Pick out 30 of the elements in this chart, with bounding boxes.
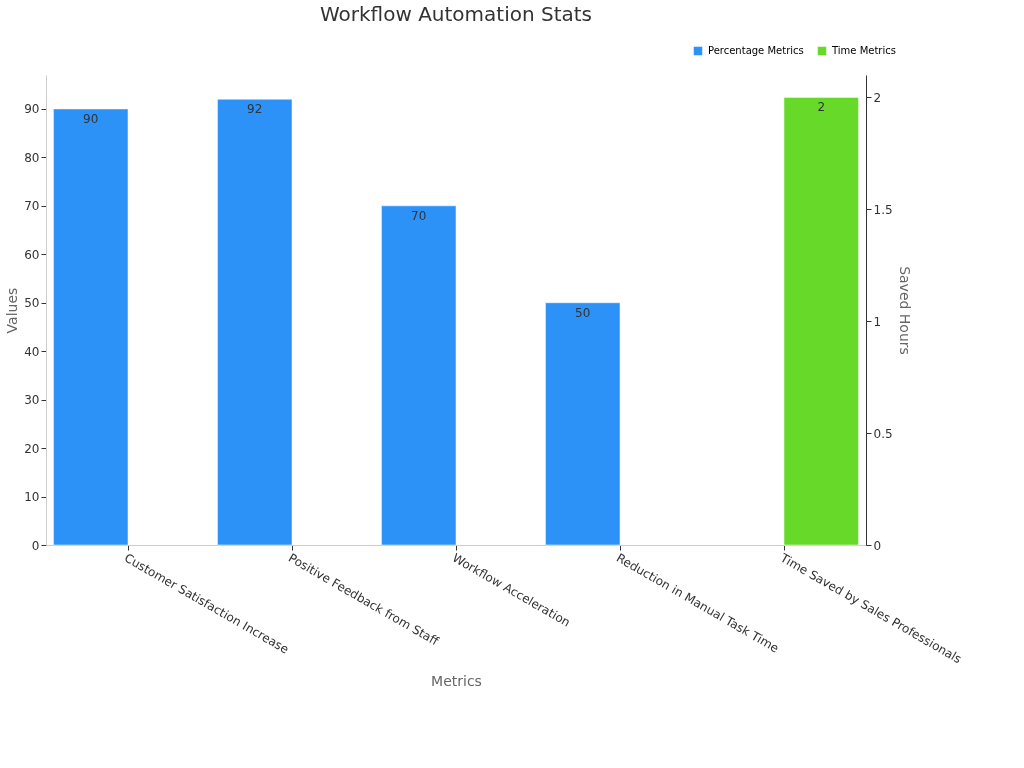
bar: [545, 302, 621, 546]
bar: [381, 205, 457, 546]
y-tick-label: 50: [24, 296, 40, 311]
y-tick-label: 60: [24, 247, 40, 262]
y2-tick-label: 1: [873, 314, 882, 329]
bar: [53, 108, 129, 546]
y2-tick-label: 2: [873, 90, 882, 105]
y-tick-label: 70: [24, 199, 40, 214]
y2-tick-label: 1.5: [873, 202, 893, 217]
y2-tick-label: 0.5: [873, 426, 893, 441]
bar: [217, 98, 293, 546]
y-axis-title: Values: [4, 287, 21, 334]
data-label: 90: [83, 111, 99, 126]
y-tick-label: 90: [24, 102, 40, 117]
data-label: 70: [411, 208, 427, 223]
y-tick-label: 10: [24, 490, 40, 505]
legend-label: Percentage Metrics: [708, 45, 804, 56]
y-tick-label: 40: [24, 344, 40, 359]
y-tick-label: 20: [24, 441, 40, 456]
y-tick-label: 80: [24, 150, 40, 165]
chart-title: Workflow Automation Stats: [319, 2, 593, 26]
data-label: 2: [817, 100, 826, 115]
y-tick-label: 30: [24, 393, 40, 408]
data-label: 92: [247, 102, 263, 117]
y2-axis-title: Saved Hours: [896, 266, 913, 355]
legend-label: Time Metrics: [831, 45, 896, 56]
y-tick-label: 0: [31, 538, 40, 553]
x-axis-title: Metrics: [431, 673, 482, 690]
data-label: 50: [575, 305, 591, 320]
y2-tick-label: 0: [873, 538, 882, 553]
